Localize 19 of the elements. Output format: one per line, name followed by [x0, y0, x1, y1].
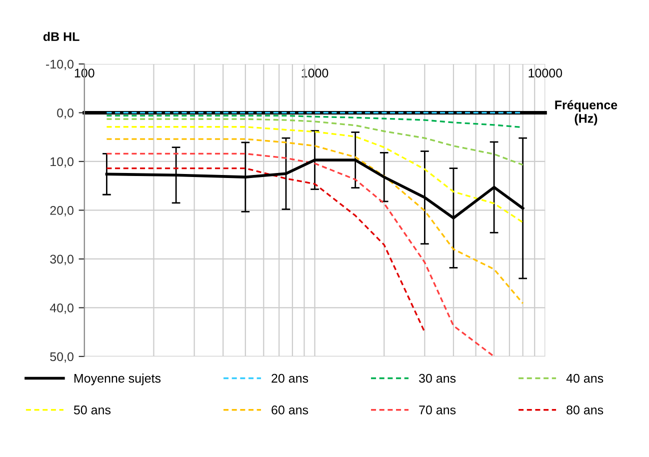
y-tick-label: -10,0 [46, 60, 74, 70]
legend-label: 70 ans [419, 406, 456, 414]
legend-label: 30 ans [419, 374, 456, 383]
y-axis-title: dB HL [43, 32, 80, 42]
y-tick-label: 40,0 [50, 304, 74, 314]
y-tick-label: 10,0 [50, 157, 74, 168]
legend-label: 80 ans [566, 406, 604, 414]
x-axis-title: Fréquence (Hz) [555, 100, 618, 126]
x-tick-label: 100 [74, 68, 94, 78]
y-tick-label: 20,0 [50, 206, 74, 216]
legend-label: 50 ans [74, 406, 111, 414]
legend-label: 40 ans [566, 374, 604, 383]
legend-label: 60 ans [272, 406, 308, 414]
legend-label: 20 ans [272, 374, 308, 383]
legend-label: Moyenne sujets [74, 374, 161, 386]
y-tick-label: 0,0 [57, 108, 74, 119]
y-tick-label: 30,0 [50, 254, 74, 266]
x-tick-label: 10000 [528, 68, 562, 78]
y-tick-label: 50,0 [50, 352, 74, 363]
